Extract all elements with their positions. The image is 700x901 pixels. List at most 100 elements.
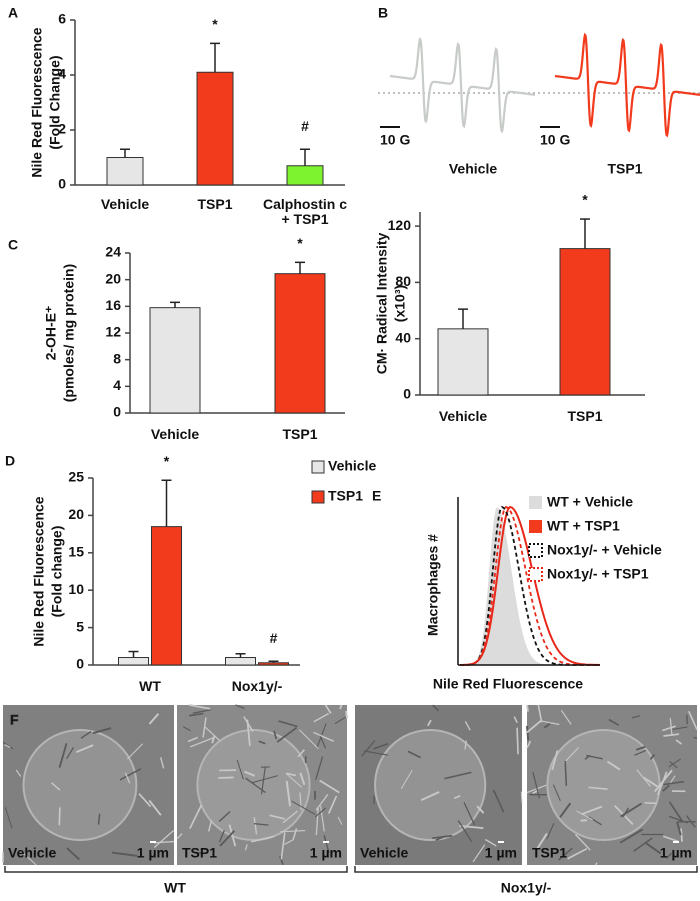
legend-swatch [528,543,543,558]
y-tick-label: 25 [68,469,84,485]
texture [298,729,319,750]
texture [563,747,580,764]
texture [258,740,266,745]
texture [444,771,472,780]
bracket [4,866,348,873]
texture [363,750,389,756]
scale-label: 10 G [380,132,410,148]
texture [361,740,376,757]
sem-scale-label: 1 µm [310,845,342,861]
epr-spectrum [554,32,700,138]
sem-image [176,704,348,865]
x-tick-label-box: Vehicle [101,197,149,212]
texture [15,769,22,777]
texture [558,847,573,861]
texture [218,776,234,779]
sem-label: Vehicle [8,845,56,861]
spectrum-label: Vehicle [449,161,497,177]
texture [148,799,162,816]
group-label: WT [164,880,186,896]
texture [526,704,529,712]
x-tick-label: TSP1 [197,197,233,212]
x-tick-label-box: WT [139,679,161,694]
texture [435,835,446,842]
texture [318,733,327,749]
x-tick-label-box: TSP1 [197,197,233,212]
texture [189,804,203,830]
texture [576,810,593,821]
error-bar [458,308,468,329]
texture [323,834,330,854]
texture [235,704,245,710]
texture [280,829,306,833]
texture [634,749,647,756]
y-axis-label: Nile Red Fluorescence [29,27,45,177]
texture [327,795,338,814]
texture [669,718,673,736]
texture [315,756,324,780]
legend-swatch [529,496,542,509]
y-tick-label: 10 [68,581,84,597]
texture [202,717,207,738]
texture [532,772,541,799]
texture [299,792,302,811]
texture [279,856,284,865]
texture [457,820,473,843]
texture [551,750,559,771]
texture [273,730,278,740]
texture [192,709,211,714]
texture [633,837,653,852]
y-axis-label: (x10³) [392,285,408,322]
texture [680,828,683,842]
texture [453,795,461,799]
texture [516,727,519,755]
bar [149,307,201,414]
cell [374,729,487,841]
texture [472,844,486,863]
texture [485,838,497,847]
bar [151,526,182,666]
texture [672,726,688,730]
error-bar [268,660,279,663]
epr-spectrum [389,37,535,134]
histogram [460,505,600,666]
texture [254,822,269,826]
texture [588,786,608,790]
texture [407,750,422,759]
x-tick-label: TSP1 [567,409,603,424]
texture [251,775,279,784]
panel-label: B [378,5,388,21]
texture [619,828,644,844]
texture [464,721,471,731]
annotation: * [582,192,588,208]
error-bar [300,148,310,166]
texture [92,727,112,735]
bar [286,165,324,186]
texture [668,758,681,768]
y-tick-label: 4 [113,377,121,393]
texture [58,807,61,826]
y-tick-label: 8 [113,350,121,366]
texture [608,718,619,726]
y-tick-label: 24 [105,244,121,260]
sem-label: TSP1 [532,845,567,861]
texture [97,813,101,825]
bar [559,248,611,396]
texture [187,736,198,743]
legend-label: WT + TSP1 [547,518,620,534]
texture [153,829,175,848]
bar [274,273,326,414]
texture [345,710,348,719]
texture [314,807,327,818]
texture [427,719,432,727]
texture [586,754,603,760]
texture [564,760,568,786]
texture [324,704,332,714]
texture [285,780,292,807]
texture [635,745,646,751]
panel-label: F [10,712,19,728]
sem-scale-label: 1 µm [137,845,169,861]
x-tick-label-box: Vehicle [439,409,487,424]
